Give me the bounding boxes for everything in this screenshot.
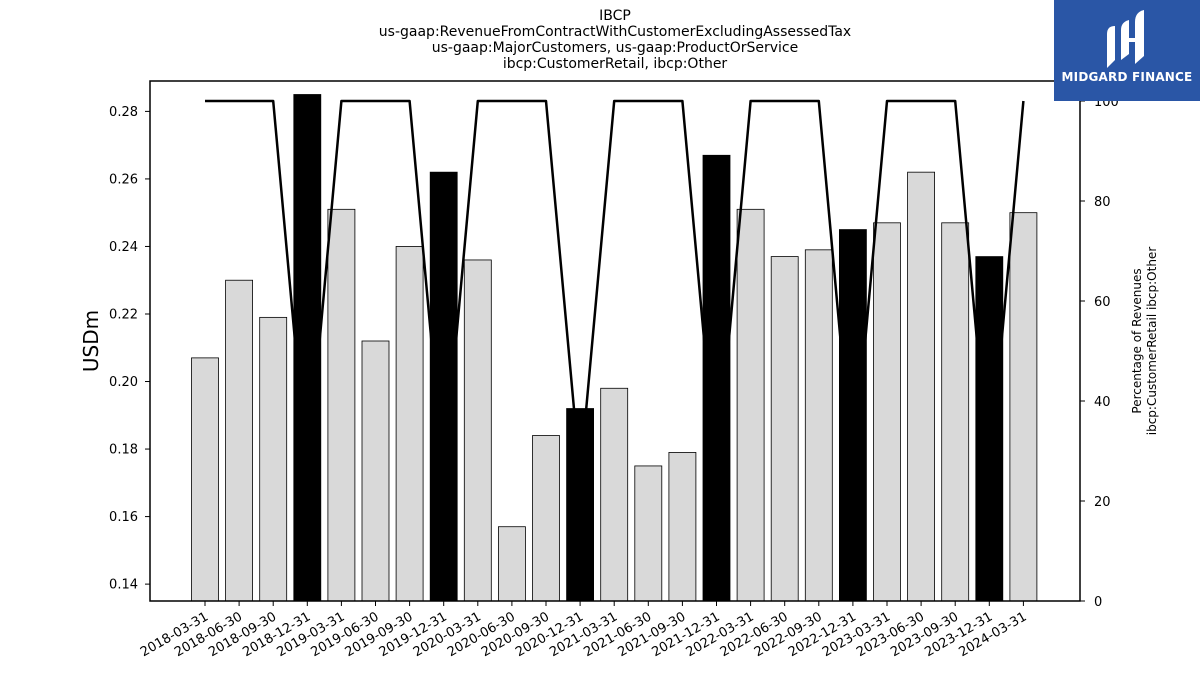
bar-2024-03-31 <box>1009 212 1038 602</box>
left-tick-label: 0.28 <box>109 105 138 120</box>
bar-2022-06-30 <box>770 256 799 602</box>
bar-2023-09-30 <box>941 222 970 602</box>
left-tick-label: 0.14 <box>109 578 138 593</box>
right-tick-label: 40 <box>1094 395 1111 410</box>
left-axis-ticks: 0.14 0.16 0.18 0.20 0.22 0.24 0.26 0.28 <box>109 105 150 593</box>
left-tick-label: 0.20 <box>109 375 138 390</box>
title-line-4: ibcp:CustomerRetail, ibcp:Other <box>502 56 728 72</box>
bar-2022-03-31 <box>736 208 765 602</box>
bar-2023-06-30 <box>907 171 935 602</box>
axes <box>149 80 1081 602</box>
logo-mark-icon <box>1107 10 1144 68</box>
title-line-3: us-gaap:MajorCustomers, us-gaap:ProductO… <box>431 40 799 56</box>
left-tick-label: 0.24 <box>109 240 138 255</box>
title-line-2: us-gaap:RevenueFromContractWithCustomerE… <box>378 24 852 40</box>
bar-series <box>191 94 1038 602</box>
bar-2018-06-30 <box>225 279 254 602</box>
bar-2020-12-31 <box>566 408 594 602</box>
left-tick-label: 0.22 <box>109 307 138 322</box>
chart-title: IBCP us-gaap:RevenueFromContractWithCust… <box>150 8 1080 72</box>
bar-2021-03-31 <box>600 387 629 602</box>
left-tick-label: 0.16 <box>109 510 138 525</box>
bar-2019-03-31 <box>327 208 356 602</box>
bar-2022-12-31 <box>839 229 867 602</box>
bar-2023-12-31 <box>975 256 1004 602</box>
bar-2018-09-30 <box>259 316 288 602</box>
title-line-1: IBCP <box>599 8 631 24</box>
left-tick-label: 0.18 <box>109 443 138 458</box>
logo-text: MIDGARD FINANCE <box>1061 70 1193 84</box>
y-axis-label-left: USDm <box>79 310 103 372</box>
plot-frame <box>149 80 1081 602</box>
right-tick-label: 20 <box>1094 495 1111 510</box>
right-tick-label: 80 <box>1094 195 1111 210</box>
bar-2019-09-30 <box>395 246 424 602</box>
bar-2023-03-31 <box>873 222 901 602</box>
brand-logo: MIDGARD FINANCE <box>1054 0 1200 101</box>
bar-2020-09-30 <box>532 435 560 602</box>
y-axis-label-right-line-2: ibcp:CustomerRetail ibcp:Other <box>1145 247 1159 436</box>
bar-2021-06-30 <box>634 465 663 602</box>
bar-2022-09-30 <box>804 249 833 602</box>
bar-2020-03-31 <box>463 259 492 602</box>
bar-2018-03-31 <box>191 357 219 602</box>
bar-2021-09-30 <box>668 452 697 602</box>
right-tick-label: 0 <box>1094 595 1102 610</box>
bar-2019-06-30 <box>361 340 390 602</box>
bar-2020-06-30 <box>497 526 526 602</box>
percentage-line <box>205 99 1025 478</box>
y-axis-label-right-line-1: Percentage of Revenues <box>1130 268 1144 413</box>
y-axis-label-right: Percentage of Revenues ibcp:CustomerReta… <box>1130 247 1159 436</box>
x-axis-ticks: 2018-03-312018-06-302018-09-302018-12-31… <box>138 601 1029 660</box>
bar-2018-12-31 <box>293 94 322 602</box>
right-tick-label: 60 <box>1094 295 1111 310</box>
percentage-line-series <box>205 99 1025 478</box>
bar-2019-12-31 <box>429 171 458 602</box>
left-tick-label: 0.26 <box>109 172 138 187</box>
